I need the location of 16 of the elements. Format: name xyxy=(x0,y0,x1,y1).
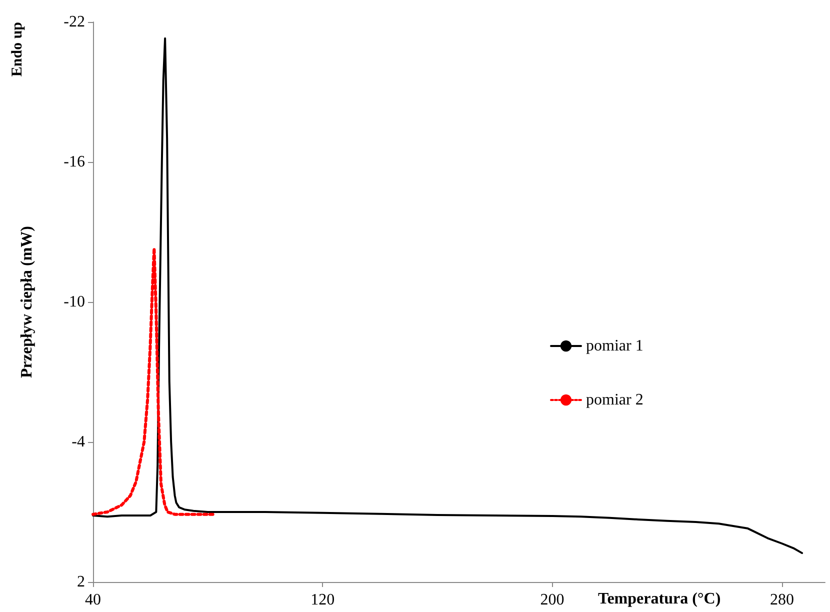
line-series xyxy=(92,246,216,516)
y-axis-title: Przepływ ciepła (mW) xyxy=(18,226,36,378)
line-series xyxy=(92,37,804,554)
x-axis-title: Temperatura (°C) xyxy=(598,590,721,608)
legend-label: pomiar 2 xyxy=(586,392,644,408)
x-tick-label: 120 xyxy=(310,592,335,608)
y-tick-label: 2 xyxy=(77,574,85,590)
x-tick-label: 200 xyxy=(540,592,564,608)
y-tick-label: -16 xyxy=(64,154,85,170)
y-tick-label: -4 xyxy=(72,434,85,450)
x-tick-label: 40 xyxy=(85,592,101,608)
text: Endo up xyxy=(10,22,26,77)
legend-label: pomiar 1 xyxy=(586,338,644,354)
y-tick-label: -10 xyxy=(64,294,85,310)
y-tick-label: -22 xyxy=(64,14,85,30)
x-tick-label: 280 xyxy=(770,592,794,608)
